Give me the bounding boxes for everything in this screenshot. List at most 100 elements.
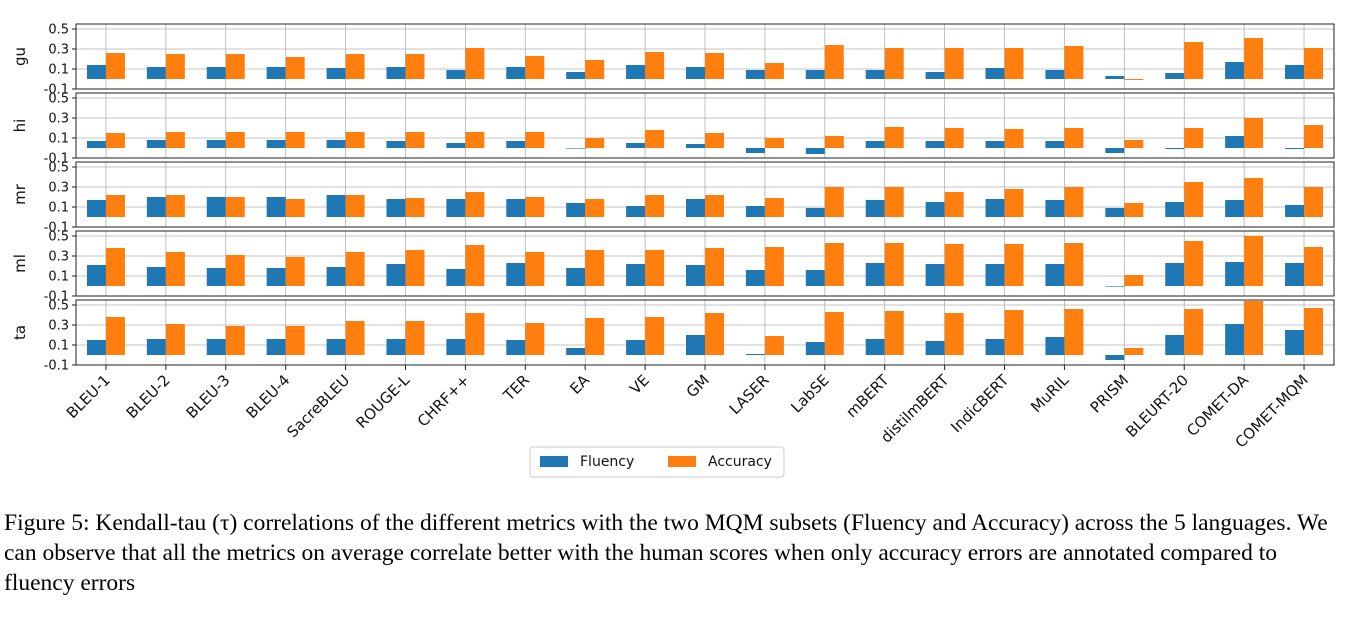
bar-fluency-mr-VE [626, 206, 646, 217]
panel-gu: 0.5 0.3 0.1 -0.1 gu [11, 23, 1335, 98]
bar-fluency-hi-SacreBLEU [326, 140, 346, 148]
bar-accuracy-mr-BLEURT-20 [1184, 182, 1204, 217]
figure-caption: Figure 5: Kendall-tau (τ) correlations o… [4, 510, 1328, 596]
bar-fluency-gu-LabSE [805, 70, 825, 79]
bar-fluency-hi-GM [686, 144, 705, 148]
bar-fluency-hi-distilmBERT [925, 141, 945, 148]
bar-fluency-ta-mBERT [865, 339, 885, 355]
x-category-label-VE: VE [626, 371, 653, 398]
bar-accuracy-gu-distilmBERT [944, 48, 964, 79]
y-tick-label: 0.1 [48, 201, 69, 216]
bar-accuracy-gu-IndicBERT [1004, 48, 1024, 79]
bar-accuracy-ml-ROUGE-L [405, 250, 425, 286]
bar-fluency-ta-TER [506, 340, 526, 355]
bar-accuracy-ml-SacreBLEU [345, 252, 365, 286]
x-category-label-SacreBLEU: SacreBLEU [283, 371, 353, 441]
y-tick-label: 0.3 [48, 112, 69, 127]
bar-fluency-hi-BLEU-4 [266, 140, 286, 148]
bar-fluency-mr-BLEU-4 [266, 197, 286, 217]
bar-fluency-ta-BLEU-3 [206, 339, 226, 355]
bar-accuracy-ml-TER [525, 252, 545, 286]
bar-fluency-ml-GM [686, 265, 705, 286]
bar-accuracy-mr-ROUGE-L [405, 198, 425, 217]
bar-accuracy-ta-IndicBERT [1004, 310, 1024, 355]
bar-fluency-mr-mBERT [865, 200, 885, 217]
bar-accuracy-ta-ROUGE-L [405, 321, 425, 355]
bar-fluency-ml-mBERT [865, 263, 885, 286]
bar-fluency-mr-GM [686, 199, 705, 217]
bar-fluency-mr-BLEU-3 [206, 197, 226, 217]
bar-fluency-mr-BLEU-2 [146, 197, 166, 217]
panels-layer: 0.5 0.3 0.1 -0.1 gu 0.5 0.3 0.1 -0.1 hi 0.5 0.3 0.1 -… [11, 23, 1335, 374]
bar-accuracy-hi-LabSE [824, 136, 844, 148]
bar-fluency-hi-BLEU-1 [86, 141, 106, 148]
bar-fluency-gu-CHRF++ [446, 70, 466, 79]
panel-ta: 0.5 0.3 0.1 -0.1 ta [11, 299, 1335, 374]
bar-fluency-gu-distilmBERT [925, 72, 945, 79]
bar-fluency-ml-PRISM [1105, 286, 1125, 287]
bar-fluency-ml-COMET-MQM [1285, 263, 1305, 286]
bar-fluency-gu-MuRIL [1045, 70, 1065, 79]
bar-accuracy-gu-MuRIL [1064, 46, 1084, 79]
bar-accuracy-mr-PRISM [1124, 203, 1144, 217]
row-label-mr: mr [11, 183, 29, 205]
bar-fluency-mr-LASER [745, 206, 765, 217]
bar-accuracy-ta-LASER [764, 336, 784, 355]
bar-accuracy-ta-SacreBLEU [345, 321, 365, 355]
bar-accuracy-mr-LabSE [824, 187, 844, 217]
x-category-label-IndicBERT: IndicBERT [947, 371, 1013, 437]
bar-accuracy-hi-LASER [764, 138, 784, 148]
bar-accuracy-ml-GM [705, 248, 724, 286]
bar-fluency-gu-COMET-MQM [1285, 65, 1305, 79]
bar-fluency-gu-mBERT [865, 70, 885, 79]
y-tick-label: 0.5 [48, 23, 69, 38]
bar-fluency-ta-COMET-MQM [1285, 330, 1305, 355]
bar-accuracy-ta-PRISM [1124, 348, 1144, 355]
bar-accuracy-gu-TER [525, 56, 545, 79]
legend-label-fluency: Fluency [580, 454, 634, 470]
x-category-label-PRISM: PRISM [1087, 371, 1133, 417]
bar-accuracy-gu-BLEU-1 [105, 53, 125, 79]
bar-fluency-hi-ROUGE-L [386, 141, 406, 148]
faceted-bar-chart: 0.5 0.3 0.1 -0.1 gu 0.5 0.3 0.1 -0.1 hi 0.5 0.3 0.1 -… [11, 23, 1335, 478]
bar-fluency-mr-COMET-DA [1225, 200, 1245, 217]
bar-accuracy-hi-TER [525, 132, 545, 148]
bar-fluency-hi-LabSE [805, 148, 825, 154]
bar-fluency-hi-IndicBERT [985, 141, 1005, 148]
bar-fluency-mr-IndicBERT [985, 199, 1005, 217]
x-category-label-GM: GM [683, 371, 713, 401]
bar-fluency-hi-mBERT [865, 141, 885, 148]
bar-fluency-mr-MuRIL [1045, 200, 1065, 217]
y-tick-label: 0.3 [48, 319, 69, 334]
x-category-label-CHRF++: CHRF++ [414, 371, 473, 430]
bar-accuracy-ta-COMET-MQM [1304, 308, 1324, 355]
bar-fluency-gu-TER [506, 67, 526, 79]
bar-accuracy-hi-SacreBLEU [345, 132, 365, 148]
bar-fluency-hi-PRISM [1105, 148, 1125, 153]
bar-accuracy-ta-COMET-DA [1244, 301, 1264, 355]
bar-accuracy-mr-EA [585, 199, 605, 217]
bar-fluency-ta-LASER [745, 354, 765, 355]
panel-frame [75, 23, 1335, 90]
y-tick-label: -0.1 [44, 221, 69, 236]
x-category-label-ROUGE-L: ROUGE-L [352, 371, 413, 432]
bar-fluency-ta-SacreBLEU [326, 339, 346, 355]
bar-accuracy-ml-MuRIL [1064, 243, 1084, 286]
x-category-label-LASER: LASER [726, 371, 773, 418]
bar-fluency-ta-GM [686, 335, 705, 355]
x-category-label-MuRIL: MuRIL [1027, 371, 1072, 416]
bar-accuracy-hi-distilmBERT [944, 128, 964, 148]
bar-accuracy-mr-mBERT [884, 187, 904, 217]
bar-accuracy-ta-BLEU-2 [165, 324, 185, 355]
bar-accuracy-hi-EA [585, 138, 605, 148]
row-label-ml: ml [11, 254, 29, 273]
y-tick-label: 0.1 [48, 63, 69, 78]
bar-fluency-gu-GM [686, 67, 705, 79]
bar-fluency-mr-TER [506, 199, 526, 217]
bar-fluency-ml-BLEU-4 [266, 268, 286, 286]
bar-accuracy-hi-BLEU-1 [105, 133, 125, 148]
bar-fluency-mr-SacreBLEU [326, 195, 346, 217]
bar-fluency-gu-LASER [745, 70, 765, 79]
bar-accuracy-ml-EA [585, 250, 605, 286]
bar-accuracy-gu-EA [585, 60, 605, 79]
